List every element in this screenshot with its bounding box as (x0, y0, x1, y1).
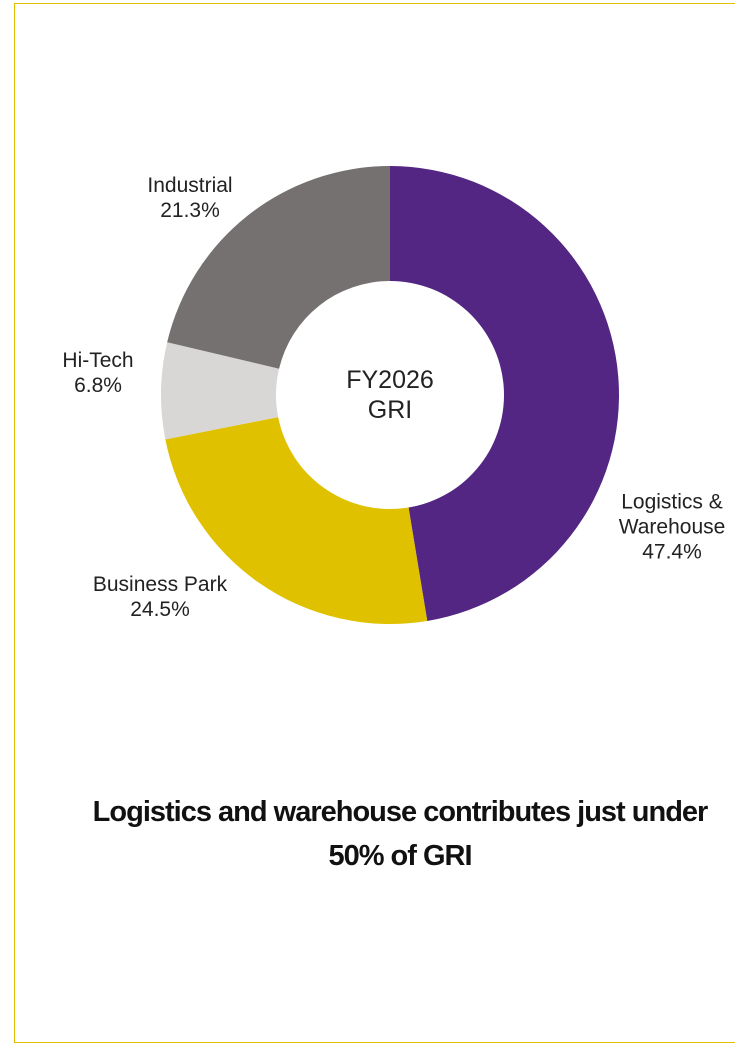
category-label: Logistics & Warehouse (618, 490, 726, 539)
value-label: 24.5% (130, 598, 190, 621)
chart (161, 166, 620, 624)
category-label: Industrial (147, 174, 233, 197)
slice-label: Hi-Tech 6.8% (8, 348, 188, 398)
donut-slice (167, 166, 390, 369)
slice-label: Business Park 24.5% (70, 572, 250, 622)
caption: Logistics and warehouse contributes just… (92, 796, 709, 872)
donut-slice (165, 417, 428, 624)
slice-label: Logistics & Warehouse 47.4% (602, 490, 735, 565)
value-label: 6.8% (74, 374, 122, 397)
donut-slice (390, 166, 620, 621)
value-label: 21.3% (160, 199, 220, 222)
page: FY2026 GRI Logistics and warehouse contr… (8, 3, 735, 1043)
center-label: FY2026 GRI (346, 366, 434, 424)
value-label: 47.4% (642, 540, 702, 564)
category-label: Hi-Tech (62, 349, 134, 372)
slice-label: Industrial 21.3% (100, 173, 280, 223)
category-label: Business Park (92, 573, 228, 596)
donut-slice (161, 342, 280, 440)
